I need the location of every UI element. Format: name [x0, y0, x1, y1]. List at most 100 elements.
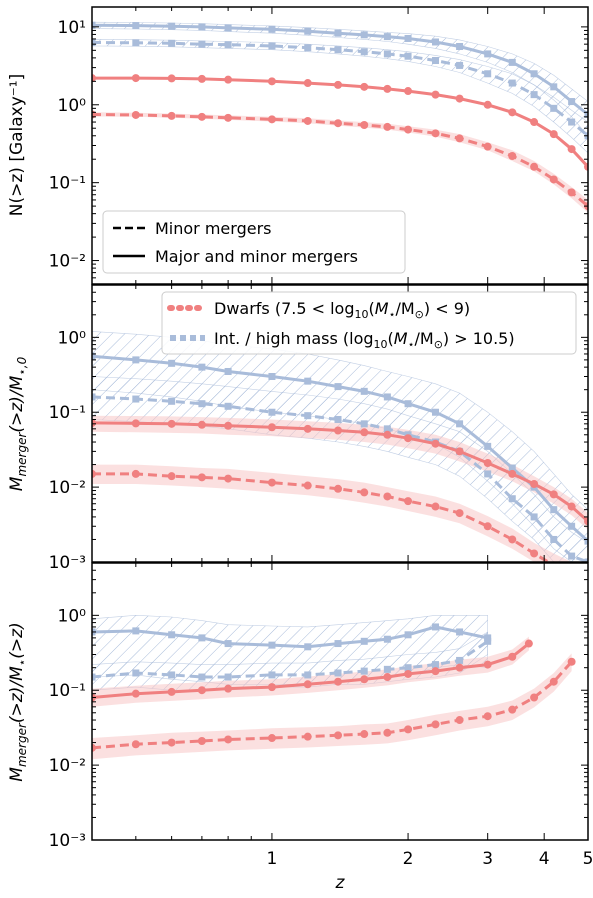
- point-highmass-total: [304, 377, 312, 385]
- line-highmass-total: [92, 625, 489, 649]
- point-dwarfs-total: [303, 79, 312, 88]
- point-highmass-total: [268, 641, 276, 649]
- point-dwarfs-minor: [549, 677, 558, 686]
- line-dwarfs-total: [92, 642, 530, 699]
- band-highmass-minor: [92, 39, 588, 154]
- point-dwarfs-total: [167, 687, 176, 696]
- panel-3-ylabel-part: (>z)/: [7, 679, 27, 723]
- legend-highmass-label: Int. / high mass (log10(M⋆/M⊙) > 10.5): [214, 329, 515, 351]
- point-highmass-minor: [456, 61, 464, 69]
- band-dwarfs-minor: [92, 653, 572, 760]
- point-dwarfs-minor: [224, 735, 233, 744]
- point-highmass-total: [530, 70, 538, 78]
- point-highmass-total: [198, 23, 206, 31]
- point-highmass-minor: [383, 425, 391, 433]
- point-highmass-total: [383, 635, 391, 643]
- point-dwarfs-total: [131, 689, 140, 698]
- point-highmass-minor: [198, 40, 206, 48]
- point-highmass-minor: [568, 118, 576, 126]
- point-highmass-minor: [268, 42, 276, 50]
- point-highmass-total: [383, 33, 391, 41]
- point-dwarfs-minor: [567, 657, 576, 666]
- panel-1-ylabel: N(>z) [Galaxy⁻¹]: [7, 74, 27, 216]
- point-dwarfs-minor: [197, 473, 206, 482]
- legend-label-part: /M: [395, 299, 414, 318]
- band-dwarfs-total: [92, 415, 588, 530]
- point-dwarfs-minor: [431, 129, 440, 138]
- point-dwarfs-minor: [508, 535, 517, 544]
- point-highmass-total: [360, 31, 368, 39]
- point-dwarfs-minor: [167, 472, 176, 481]
- point-dwarfs-total: [483, 100, 492, 109]
- panel-1-frame: [91, 6, 589, 285]
- panel-3-ylabel: Mmerger(>z)/M⋆(>z): [7, 622, 29, 781]
- point-highmass-minor: [304, 671, 312, 679]
- point-highmass-total: [360, 387, 368, 395]
- point-dwarfs-minor: [483, 142, 492, 151]
- legend-populations: Dwarfs (7.5 < log10(M⋆/M⊙) < 9) Int. / h…: [161, 291, 577, 355]
- point-dwarfs-minor: [455, 716, 464, 725]
- panel-3-bands: [92, 614, 572, 760]
- point-dwarfs-minor: [508, 705, 517, 714]
- point-dwarfs-total: [549, 130, 558, 139]
- point-highmass-total: [404, 34, 412, 42]
- point-highmass-minor: [404, 664, 412, 672]
- point-highmass-minor: [168, 39, 176, 47]
- point-dwarfs-total: [334, 426, 343, 435]
- point-dwarfs-total: [567, 145, 576, 154]
- point-highmass-total: [484, 50, 492, 58]
- point-dwarfs-total: [524, 639, 533, 648]
- point-highmass-total: [304, 643, 312, 651]
- point-highmass-minor: [168, 397, 176, 405]
- point-dwarfs-minor: [92, 469, 96, 478]
- panel-3-ylabel-part: (>z): [7, 622, 27, 658]
- point-highmass-minor: [198, 400, 206, 408]
- point-highmass-minor: [92, 39, 96, 47]
- legend-label-part: ) < 9): [424, 299, 470, 318]
- panel-3-lines: [92, 623, 576, 752]
- point-highmass-minor: [334, 46, 342, 54]
- legend-label-part: M: [394, 329, 408, 348]
- point-dwarfs-total: [404, 434, 413, 443]
- point-dwarfs-total: [334, 677, 343, 686]
- point-highmass-total: [334, 640, 342, 648]
- point-highmass-minor: [360, 48, 368, 56]
- y-tick-label: 10⁻¹: [49, 681, 86, 701]
- point-highmass-total: [432, 38, 440, 46]
- point-dwarfs-total: [131, 419, 140, 428]
- point-highmass-total: [360, 637, 368, 645]
- x-tick-label: 3: [482, 849, 493, 869]
- point-highmass-minor: [383, 665, 391, 673]
- point-dwarfs-total: [584, 517, 588, 526]
- point-dwarfs-minor: [267, 734, 276, 743]
- point-dwarfs-total: [197, 420, 206, 429]
- x-tick-label: 4: [539, 849, 550, 869]
- point-highmass-minor: [432, 57, 440, 65]
- legend-label-part: ⊙: [415, 308, 424, 321]
- legend-linestyles-box: [102, 210, 406, 274]
- line-dwarfs-minor: [92, 660, 573, 750]
- point-highmass-total: [584, 537, 588, 545]
- point-dwarfs-total: [92, 418, 96, 427]
- point-dwarfs-minor: [224, 474, 233, 483]
- point-dwarfs-total: [303, 680, 312, 689]
- point-highmass-minor: [304, 412, 312, 420]
- point-dwarfs-minor: [383, 122, 392, 131]
- legend-label-part: ⋆: [408, 338, 415, 351]
- point-dwarfs-minor: [167, 111, 176, 120]
- y-tick-label: 10⁻³: [49, 831, 86, 851]
- band-dwarfs-minor: [92, 112, 588, 213]
- panel-2-bands: [92, 331, 588, 562]
- point-highmass-minor: [530, 91, 538, 99]
- point-dwarfs-total: [224, 75, 233, 84]
- point-highmass-total: [550, 506, 558, 514]
- point-highmass-total: [168, 631, 176, 639]
- point-highmass-total: [568, 522, 576, 530]
- point-highmass-total: [584, 111, 588, 119]
- point-dwarfs-total: [383, 84, 392, 93]
- point-highmass-minor: [550, 104, 558, 112]
- point-dwarfs-total: [167, 419, 176, 428]
- point-highmass-total: [383, 393, 391, 401]
- point-highmass-minor: [168, 671, 176, 679]
